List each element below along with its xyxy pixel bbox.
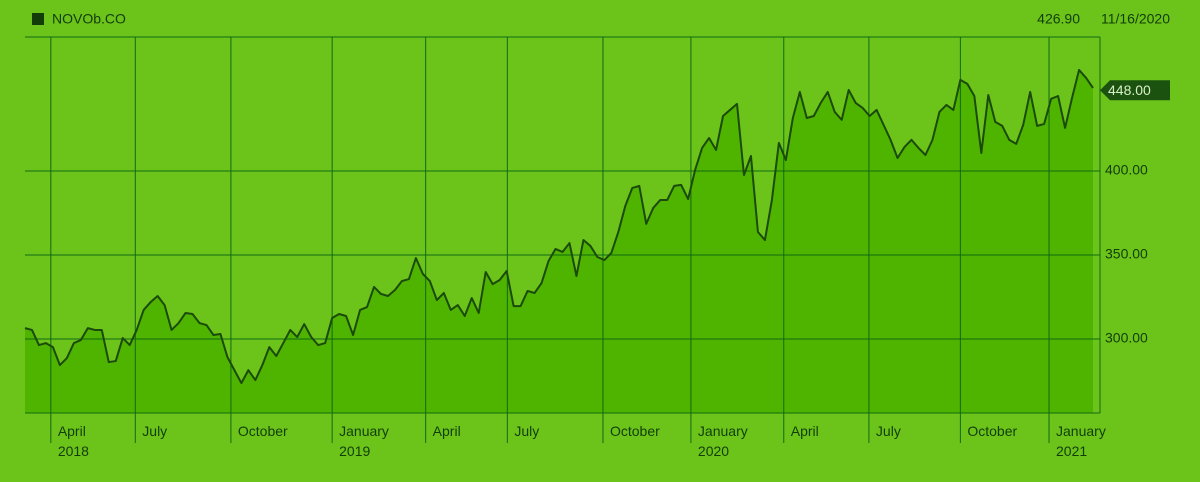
x-tick-label: April 2018 <box>58 423 89 459</box>
x-tick-label: January 2021 <box>1056 423 1106 459</box>
ticker: NOVOb.CO <box>52 11 126 27</box>
x-tick-label: April <box>791 423 819 439</box>
quote-date: 11/16/2020 <box>1101 11 1170 27</box>
x-tick-label: January 2020 <box>698 423 748 459</box>
x-tick-label: October <box>967 423 1017 439</box>
quote: 426.90 <box>1037 11 1080 27</box>
x-tick-label: April <box>433 423 461 439</box>
last-price-label: 448.00 <box>1108 82 1151 98</box>
area <box>25 69 1093 414</box>
y-tick-label: 400.00 <box>1105 162 1148 178</box>
x-tick-label: July <box>876 423 901 439</box>
legend-swatch <box>32 13 44 25</box>
y-tick-label: 300.00 <box>1105 330 1148 346</box>
y-tick-label: 350.00 <box>1105 246 1148 262</box>
x-tick-label: January 2019 <box>339 423 389 459</box>
x-tick-label: October <box>610 423 660 439</box>
price-line <box>24 68 1094 385</box>
last-price-tag <box>1100 80 1170 101</box>
x-tick-label: October <box>238 423 288 439</box>
x-tick-label: July <box>514 423 539 439</box>
x-tick-label: July <box>142 423 167 439</box>
